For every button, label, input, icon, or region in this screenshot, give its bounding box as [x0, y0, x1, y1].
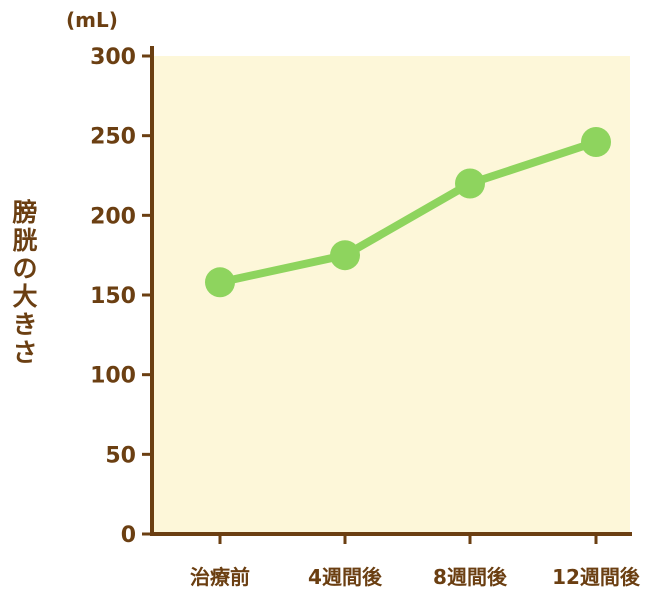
series-line — [216, 138, 600, 287]
x-tick-label: 12週間後 — [552, 565, 641, 589]
y-axis-label-char: さ — [12, 338, 38, 367]
y-axis-label-char: の — [12, 254, 38, 283]
x-tick-label: 8週間後 — [433, 565, 508, 589]
plot-area — [152, 56, 630, 534]
data-point — [330, 240, 360, 271]
x-axis-ticks: 治療前 4週間後 8週間後 12週間後 — [190, 534, 641, 589]
y-axis-label-char: 大 — [12, 282, 38, 311]
y-tick-label: 0 — [121, 523, 136, 548]
y-tick-label: 150 — [90, 284, 136, 309]
y-unit-label: (mL) — [66, 8, 118, 32]
y-axis-label-char: き — [12, 310, 38, 339]
data-point — [455, 168, 485, 199]
y-tick-label: 300 — [90, 45, 136, 70]
data-point — [205, 267, 235, 298]
data-point — [581, 127, 611, 157]
x-tick-label: 4週間後 — [308, 565, 383, 589]
y-axis-label-char: 膀 — [12, 198, 38, 227]
y-tick-label: 250 — [90, 125, 136, 150]
x-tick-label: 治療前 — [190, 565, 250, 589]
y-tick-label: 100 — [90, 364, 136, 389]
y-tick-label: 50 — [105, 443, 136, 468]
y-axis-label-char: 胱 — [12, 226, 38, 255]
series-points — [205, 127, 611, 298]
y-tick-label: 200 — [90, 204, 136, 229]
y-axis-ticks: 0 50 100 150 200 250 300 — [90, 45, 152, 548]
